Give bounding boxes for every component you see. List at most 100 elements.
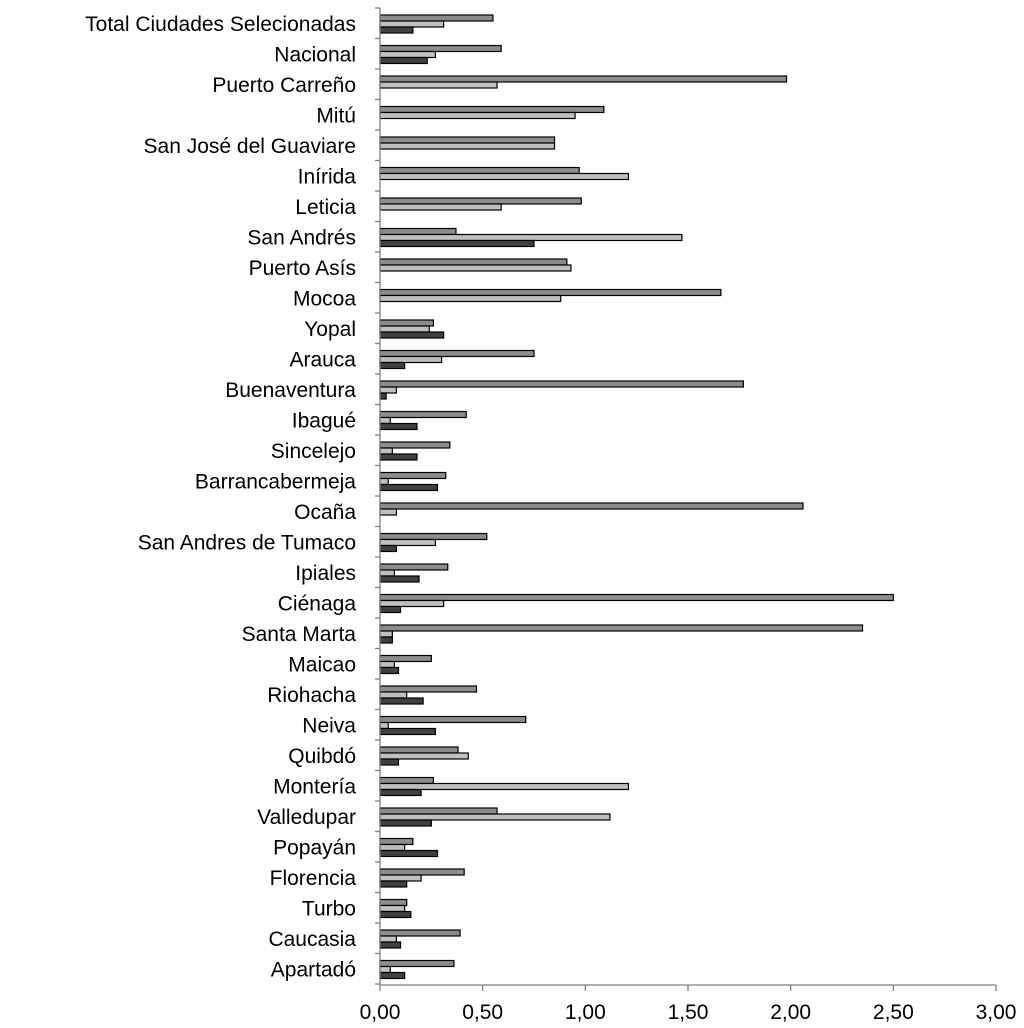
bar bbox=[379, 575, 420, 583]
category-label: Florencia bbox=[270, 867, 357, 890]
bar bbox=[379, 538, 437, 547]
bar bbox=[379, 532, 488, 541]
category-label: Arauca bbox=[289, 349, 356, 372]
bar bbox=[379, 203, 502, 211]
bar bbox=[379, 258, 568, 266]
category-label: Ocaña bbox=[294, 501, 356, 524]
bar bbox=[379, 166, 580, 175]
bar bbox=[379, 929, 461, 937]
bars-layer bbox=[379, 14, 894, 980]
bar bbox=[379, 666, 400, 675]
category-label: Inírida bbox=[298, 166, 357, 189]
bar bbox=[379, 380, 745, 388]
category-label: Caucasia bbox=[268, 928, 356, 951]
bar bbox=[379, 14, 494, 22]
bar bbox=[379, 361, 406, 370]
category-label: Buenaventura bbox=[225, 379, 356, 402]
bar bbox=[379, 837, 414, 846]
bar bbox=[379, 349, 535, 358]
bar bbox=[379, 813, 611, 821]
category-label: Barrancabermeja bbox=[195, 471, 356, 494]
bar bbox=[379, 660, 395, 669]
bar bbox=[379, 782, 630, 791]
bar bbox=[379, 544, 398, 553]
category-label: Apartadó bbox=[271, 959, 356, 982]
bar bbox=[379, 81, 498, 89]
bar bbox=[379, 422, 418, 431]
bar bbox=[379, 44, 502, 53]
bar bbox=[379, 416, 391, 425]
bar bbox=[379, 142, 556, 150]
bar bbox=[379, 264, 572, 272]
bar bbox=[379, 502, 804, 510]
category-label: Sincelejo bbox=[271, 440, 356, 463]
bar bbox=[379, 752, 469, 760]
bar bbox=[379, 624, 864, 632]
category-label: Ibagué bbox=[292, 410, 356, 433]
x-tick-label: 0,50 bbox=[462, 1001, 503, 1024]
category-labels: Total Ciudades Selecionadas Nacional Puert… bbox=[85, 13, 356, 982]
bar bbox=[379, 971, 406, 980]
bar bbox=[379, 410, 467, 419]
category-label: Popayán bbox=[273, 837, 356, 860]
bar bbox=[379, 563, 449, 571]
x-tick-label: 1,00 bbox=[565, 1001, 606, 1024]
category-label: San José del Guaviare bbox=[144, 135, 356, 158]
category-label: Valledupar bbox=[257, 806, 356, 829]
bar bbox=[379, 477, 389, 486]
category-label: Riohacha bbox=[267, 684, 356, 707]
x-tick-label: 2,50 bbox=[873, 1001, 914, 1024]
bar bbox=[379, 959, 455, 968]
category-label: Ciénaga bbox=[278, 593, 357, 616]
bar bbox=[379, 715, 527, 724]
bar bbox=[379, 453, 418, 461]
category-label: Turbo bbox=[302, 898, 356, 921]
bar bbox=[379, 880, 408, 888]
category-label: Total Ciudades Selecionadas bbox=[85, 13, 356, 36]
category-label: Leticia bbox=[295, 196, 356, 219]
bar bbox=[379, 868, 465, 876]
bar bbox=[379, 593, 894, 602]
bar bbox=[379, 20, 445, 28]
bar bbox=[379, 56, 428, 65]
x-tick-label: 0,00 bbox=[360, 1001, 401, 1024]
bar bbox=[379, 26, 414, 34]
bar bbox=[379, 630, 393, 638]
category-label: Puerto Asís bbox=[249, 257, 356, 280]
bar bbox=[379, 935, 398, 943]
bar bbox=[379, 197, 582, 205]
category-label: Ipiales bbox=[295, 562, 356, 585]
bar bbox=[379, 697, 424, 705]
category-label: Puerto Carreño bbox=[212, 74, 356, 97]
bar bbox=[379, 721, 389, 730]
x-tick-labels: 0,00 0,50 1,00 1,50 2,00 2,50 3,00 bbox=[360, 1001, 1017, 1024]
bar bbox=[379, 807, 498, 815]
bar bbox=[379, 746, 459, 754]
bar bbox=[379, 654, 432, 663]
bar bbox=[379, 111, 576, 120]
axes bbox=[375, 7, 997, 991]
bar bbox=[379, 392, 387, 400]
bar bbox=[379, 319, 434, 327]
bar bbox=[379, 788, 422, 797]
bar bbox=[379, 331, 445, 339]
category-label: Nacional bbox=[274, 44, 356, 67]
bar bbox=[379, 758, 400, 766]
bar bbox=[379, 386, 398, 394]
bar bbox=[379, 508, 398, 516]
bar bbox=[379, 75, 788, 83]
bar bbox=[379, 227, 457, 236]
bar bbox=[379, 447, 393, 455]
bar bbox=[379, 569, 395, 577]
x-tick-label: 3,00 bbox=[976, 1001, 1017, 1024]
bar bbox=[379, 599, 445, 608]
bar bbox=[379, 288, 722, 297]
bar bbox=[379, 727, 437, 736]
category-label: Santa Marta bbox=[242, 623, 357, 646]
bar bbox=[379, 965, 391, 974]
bar bbox=[379, 691, 408, 699]
bar bbox=[379, 325, 430, 333]
bar bbox=[379, 685, 478, 693]
